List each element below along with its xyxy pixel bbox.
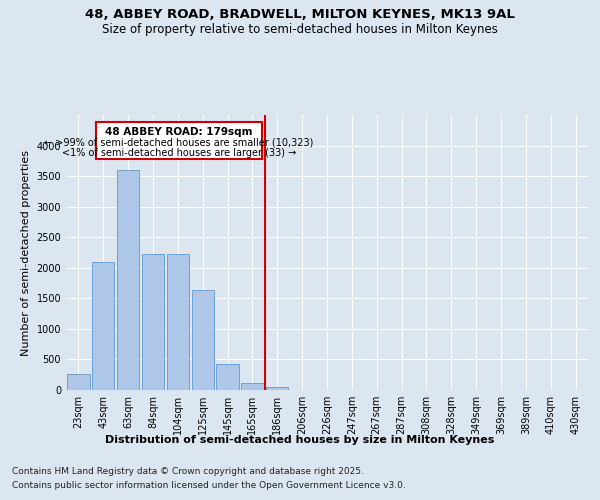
Text: Contains public sector information licensed under the Open Government Licence v3: Contains public sector information licen…	[12, 481, 406, 490]
Bar	[92, 262, 115, 390]
Text: ← >99% of semi-detached houses are smaller (10,323): ← >99% of semi-detached houses are small…	[44, 138, 314, 147]
Text: Distribution of semi-detached houses by size in Milton Keynes: Distribution of semi-detached houses by …	[106, 435, 494, 445]
Bar	[117, 170, 139, 390]
Text: Contains HM Land Registry data © Crown copyright and database right 2025.: Contains HM Land Registry data © Crown c…	[12, 468, 364, 476]
Bar	[67, 374, 89, 390]
Text: Size of property relative to semi-detached houses in Milton Keynes: Size of property relative to semi-detach…	[102, 22, 498, 36]
FancyBboxPatch shape	[96, 122, 262, 159]
Bar	[266, 387, 289, 390]
Bar	[217, 364, 239, 390]
Bar	[191, 290, 214, 390]
Bar	[241, 384, 263, 390]
Bar	[167, 254, 189, 390]
Text: 48 ABBEY ROAD: 179sqm: 48 ABBEY ROAD: 179sqm	[106, 127, 253, 137]
Y-axis label: Number of semi-detached properties: Number of semi-detached properties	[21, 150, 31, 356]
Text: 48, ABBEY ROAD, BRADWELL, MILTON KEYNES, MK13 9AL: 48, ABBEY ROAD, BRADWELL, MILTON KEYNES,…	[85, 8, 515, 20]
Text: <1% of semi-detached houses are larger (33) →: <1% of semi-detached houses are larger (…	[62, 148, 296, 158]
Bar	[142, 254, 164, 390]
